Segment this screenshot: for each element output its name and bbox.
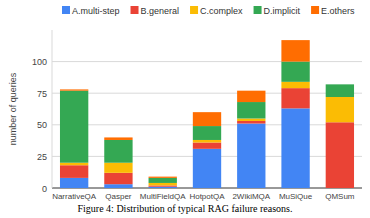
legend-label: C.complex bbox=[200, 6, 243, 16]
bars bbox=[60, 40, 354, 188]
bar-segment bbox=[149, 187, 177, 188]
legend-swatch bbox=[131, 6, 139, 14]
bar-segment bbox=[193, 126, 221, 140]
bar-segment bbox=[193, 142, 221, 148]
bar-segment bbox=[149, 185, 177, 186]
bar-segment bbox=[237, 102, 265, 118]
legend-swatch bbox=[254, 6, 262, 14]
y-tick-label: 50 bbox=[37, 120, 47, 130]
bar-segment bbox=[60, 165, 88, 178]
bar-segment bbox=[149, 183, 177, 186]
bar-segment bbox=[237, 91, 265, 102]
legend-swatch bbox=[62, 6, 70, 14]
bar-segment bbox=[60, 163, 88, 166]
bar-segment bbox=[104, 184, 132, 188]
y-tick-label: 100 bbox=[32, 57, 47, 67]
bar-segment bbox=[193, 112, 221, 126]
legend-label: E.others bbox=[321, 6, 355, 16]
bar-segment bbox=[149, 177, 177, 178]
legend-swatch bbox=[190, 6, 198, 14]
bar-segment bbox=[237, 118, 265, 121]
x-tick-label: MultiFieldQA bbox=[140, 192, 186, 201]
y-tick-label: 0 bbox=[42, 184, 47, 194]
bar-segment bbox=[104, 137, 132, 140]
x-tick-label: Qasper bbox=[105, 192, 132, 201]
bar-segment bbox=[193, 140, 221, 143]
grid-line bbox=[52, 61, 362, 62]
y-axis-label: number of queries bbox=[8, 72, 18, 145]
y-tick-label: 75 bbox=[37, 89, 47, 99]
x-tick-label: MuSiQue bbox=[279, 192, 313, 201]
y-axis-line bbox=[52, 30, 53, 188]
x-tick-label: 2WikiMQA bbox=[232, 192, 270, 201]
bar-segment bbox=[326, 122, 354, 188]
bar-segment bbox=[60, 89, 88, 90]
legend-label: B.general bbox=[141, 6, 180, 16]
bar-segment bbox=[237, 124, 265, 188]
bar-segment bbox=[326, 97, 354, 122]
bar-segment bbox=[60, 178, 88, 188]
bar-segment bbox=[104, 173, 132, 184]
bar-segment bbox=[326, 84, 354, 97]
x-tick-label: HotpotQA bbox=[189, 192, 225, 201]
y-tick-label: 25 bbox=[37, 152, 47, 162]
bar-segment bbox=[60, 91, 88, 163]
bar-segment bbox=[326, 84, 354, 85]
bar-segment bbox=[281, 62, 309, 82]
legend-swatch bbox=[311, 6, 319, 14]
bar-segment bbox=[104, 163, 132, 173]
bar-segment bbox=[104, 140, 132, 163]
caption: Figure 4: Distribution of typical RAG fa… bbox=[78, 203, 293, 214]
bar-segment bbox=[281, 108, 309, 188]
grid-line bbox=[52, 93, 362, 94]
legend-label: D.implicit bbox=[264, 6, 301, 16]
chart: 0 25 50 75 100 number of queries NarrativeQA Qa… bbox=[0, 0, 370, 218]
legend-label: A.multi-step bbox=[72, 6, 120, 16]
bar-segment bbox=[281, 82, 309, 88]
bar-segment bbox=[281, 88, 309, 108]
bar-segment bbox=[193, 149, 221, 188]
x-tick-label: NarrativeQA bbox=[52, 192, 97, 201]
bar-segment bbox=[281, 40, 309, 61]
bar-segment bbox=[149, 178, 177, 183]
bar-segment bbox=[237, 121, 265, 124]
x-tick-label: QMSum bbox=[325, 192, 355, 201]
